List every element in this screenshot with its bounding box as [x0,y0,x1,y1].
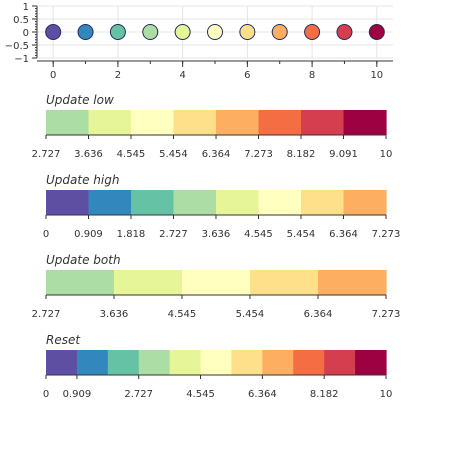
colorbar-tick-label: 6.364 [248,389,277,400]
colorbar-segment [46,110,90,135]
x-tick-label: 10 [370,70,383,81]
colorbar-tick-label: 8.182 [309,389,339,400]
colorbar-segment [301,190,345,215]
colorbar-segment [131,190,175,215]
data-point [77,24,94,40]
colorbar-svg [45,350,387,379]
scatter-plot: 1 0.5 0 −0.5 −1 0 2 4 6 8 10 [5,2,393,81]
data-point [45,24,62,40]
colorbar-segment [250,270,319,295]
colorbar-segment [138,350,171,375]
colorbar-segment [131,110,175,135]
y-tick-label: −0.5 [5,41,29,52]
y-tick-label: −1 [14,54,29,65]
colorbar-segment [258,110,302,135]
colorbar-tick-label: 4.545 [186,389,215,400]
colorbar-tick-label: 6.364 [201,149,231,160]
colorbar-tick-label: 6.364 [303,309,333,320]
y-tick-label: 0.5 [13,15,29,26]
data-point [336,24,353,40]
colorbar-tick-label: 2.727 [31,149,61,160]
colorbar-svg [45,270,387,299]
colorbar-segment [76,350,109,375]
colorbar-tick-label: 2.727 [31,309,61,320]
data-point [174,24,191,40]
x-tick-label: 6 [244,70,250,81]
x-tick-label: 0 [50,70,56,81]
colorbar-tick-label: 4.545 [116,149,146,160]
colorbar-segment [114,270,183,295]
x-tick-label: 4 [179,70,185,81]
colorbar-tick-label: 9.091 [329,149,358,160]
colorbar-segment [88,190,132,215]
colorbar-segment [293,350,325,375]
colorbar-tick-label: 7.273 [371,229,401,240]
colorbar-svg [45,190,387,219]
colorbar-segment [262,350,294,375]
colorbar-tick-label: 5.454 [235,309,265,320]
colorbar-update-high: Update high 0 0.909 1.818 2.727 3.636 4.545 5.… [0,173,450,253]
colorbar-tick-label: 0.909 [74,229,103,240]
colorbar-segment [169,350,202,375]
colorbar-segment [173,190,217,215]
colorbar-segment [46,270,115,295]
colorbar-tick-label: 2.727 [124,389,154,400]
colorbar-segment [355,350,387,375]
colorbar-title: Update high [46,173,120,187]
colorbar-tick-label: 7.273 [244,149,273,160]
colorbar-segment [200,350,233,375]
colorbar-title: Update low [46,93,114,107]
x-tick-label: 2 [115,70,121,81]
data-point [304,24,321,40]
colorbar-segment [318,270,387,295]
colorbar-segment [182,270,251,295]
colorbar-segment [46,190,90,215]
colorbar-segment [343,190,387,215]
data-point [207,24,223,40]
colorbar-title: Reset [46,333,81,347]
colorbar-tick-label: 3.636 [99,309,129,320]
data-point [239,24,256,40]
colorbar-segment [173,110,217,135]
data-point [109,24,126,40]
colorbar-tick-label: 5.454 [159,149,188,160]
colorbar-tick-label: 7.273 [371,309,401,320]
colorbar-segment [216,110,260,135]
colorbar-tick-label: 5.454 [286,229,316,240]
colorbar-segment [231,350,263,375]
colorbar-tick-label: 0.909 [62,389,92,400]
colorbar-tick-label: 4.545 [167,309,197,320]
colorbar-tick-label: 8.182 [286,149,316,160]
x-tick-label: 8 [309,70,315,81]
colorbar-segment [88,110,132,135]
colorbar-segment [46,350,78,375]
colorbar-tick-label: 1.818 [116,229,146,240]
colorbar-tick-label: 2.727 [159,229,188,240]
y-tick-label: 1 [23,2,29,13]
colorbar-tick-label: 10 [379,389,393,400]
colorbar-segment [324,350,356,375]
colorbar-tick-label: 6.364 [329,229,358,240]
colorbar-tick-label: 3.636 [201,229,231,240]
colorbar-segment [107,350,140,375]
colorbar-tick-label: 3.636 [74,149,103,160]
colorbar-tick-label: 4.545 [244,229,273,240]
colorbar-segment [216,190,260,215]
colorbar-reset: Reset 0 0.909 2.727 4.545 6.364 8.182 10 [0,333,450,413]
colorbar-tick-label: 10 [379,149,393,160]
colorbar-tick-label: 0 [42,389,50,400]
y-tick-label: 0 [23,28,29,39]
colorbar-tick-label: 0 [42,229,50,240]
colorbar-segment [343,110,387,135]
colorbar-svg [45,110,387,139]
colorbar-segment [301,110,345,135]
colorbar-update-both: Update both 2.727 3.636 4.545 5.454 6.364 7.2… [0,253,450,333]
data-point [368,24,385,40]
colorbar-segment [258,190,302,215]
colorbar-title: Update both [46,253,121,267]
colorbar-update-low: Update low 2.727 3.636 4.545 5.454 6.364 7.27… [0,93,450,173]
data-point [142,24,159,40]
data-point [271,24,288,40]
